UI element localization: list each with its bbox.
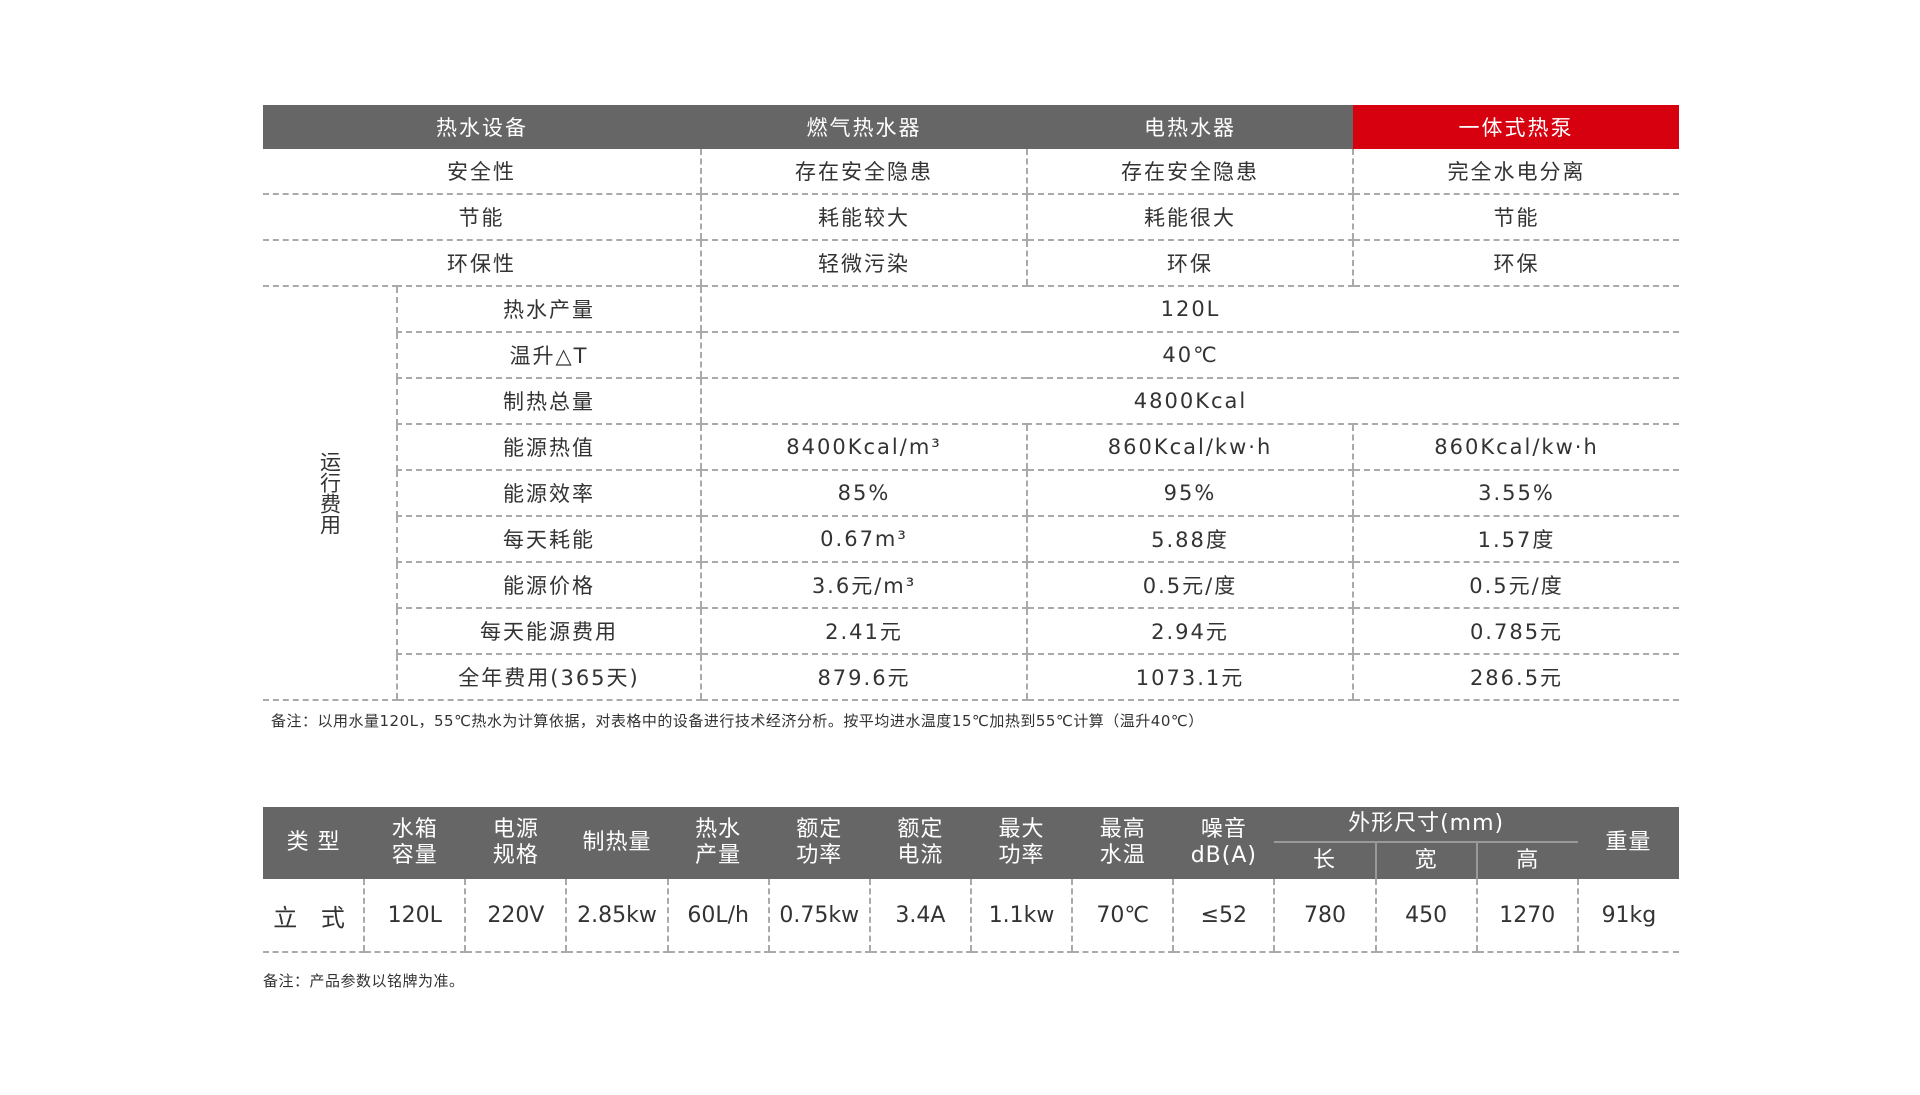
cell: ≤52 bbox=[1172, 879, 1275, 953]
row-label: 每天能源费用 bbox=[396, 608, 701, 655]
cell: 节能 bbox=[1352, 194, 1679, 241]
table-row: 能源热值 8400Kcal/m³ 860Kcal/kw·h 860Kcal/kw·h bbox=[263, 424, 1679, 471]
cell: 1.1kw bbox=[969, 879, 1073, 953]
spec-note: 备注：产品参数以铭牌为准。 bbox=[263, 972, 465, 990]
row-label: 制热总量 bbox=[396, 378, 701, 425]
cell: 2.41元 bbox=[700, 608, 1027, 655]
group-label-operating-cost: 运行费用 bbox=[263, 286, 397, 701]
spec-row: 立 式 120L 220V 2.85kw 60L/h 0.75kw 3.4A 1… bbox=[263, 879, 1679, 953]
cell: 120L bbox=[363, 879, 466, 953]
cell: 5.88度 bbox=[1026, 516, 1353, 563]
header-type: 类 型 bbox=[263, 807, 365, 879]
header-noise: 噪音 dB(A) bbox=[1173, 807, 1275, 879]
header-device: 热水设备 bbox=[263, 105, 701, 149]
table-row: 能源效率 85% 95% 3.55% bbox=[263, 470, 1679, 517]
spec-subheader-row: 长 宽 高 bbox=[263, 841, 1679, 879]
cell: 85% bbox=[700, 470, 1027, 517]
header-heat-pump: 一体式热泵 bbox=[1353, 105, 1679, 149]
cell: 1270 bbox=[1475, 879, 1578, 953]
table-row: 环保性 轻微污染 环保 环保 bbox=[263, 240, 1679, 287]
cell: 环保 bbox=[1352, 240, 1679, 287]
header-weight: 重量 bbox=[1577, 807, 1679, 879]
comparison-table: 热水设备 燃气热水器 电热水器 一体式热泵 安全性 存在安全隐患 存在安全隐患 完全水… bbox=[263, 105, 1679, 701]
table-row: 每天能源费用 2.41元 2.94元 0.785元 bbox=[263, 608, 1679, 655]
header-height: 高 bbox=[1475, 841, 1578, 879]
cell: 立 式 bbox=[263, 879, 365, 953]
cell: 860Kcal/kw·h bbox=[1026, 424, 1353, 471]
cell: 3.55% bbox=[1352, 470, 1679, 517]
cell: 0.5元/度 bbox=[1352, 562, 1679, 609]
header-electric-heater: 电热水器 bbox=[1027, 105, 1353, 149]
cell: 耗能很大 bbox=[1026, 194, 1353, 241]
table-row: 制热总量 4800Kcal bbox=[263, 378, 1679, 425]
cell: 780 bbox=[1273, 879, 1376, 953]
cell: 1.57度 bbox=[1352, 516, 1679, 563]
cell: 40℃ bbox=[700, 332, 1679, 379]
cell: 95% bbox=[1026, 470, 1353, 517]
cell: 860Kcal/kw·h bbox=[1352, 424, 1679, 471]
cell: 450 bbox=[1374, 879, 1477, 953]
table-row: 节能 耗能较大 耗能很大 节能 bbox=[263, 194, 1679, 241]
row-label: 全年费用(365天) bbox=[396, 654, 701, 701]
cell: 91kg bbox=[1576, 879, 1679, 953]
comparison-note: 备注：以用水量120L，55℃热水为计算依据，对表格中的设备进行技术经济分析。按… bbox=[271, 712, 1204, 730]
cell: 环保 bbox=[1026, 240, 1353, 287]
header-width: 宽 bbox=[1374, 841, 1477, 879]
spec-header-row: 类 型 水箱 容量 电源 规格 制热量 热水 产量 额定 功率 额定 电流 最大… bbox=[263, 807, 1679, 879]
header-length: 长 bbox=[1274, 841, 1376, 879]
row-label: 能源价格 bbox=[396, 562, 701, 609]
cell: 轻微污染 bbox=[700, 240, 1027, 287]
cell: 879.6元 bbox=[700, 654, 1027, 701]
row-label: 节能 bbox=[263, 194, 701, 241]
cell: 完全水电分离 bbox=[1352, 149, 1679, 195]
cell: 286.5元 bbox=[1352, 654, 1679, 701]
header-rated-power: 额定 功率 bbox=[768, 807, 870, 879]
row-label: 能源热值 bbox=[396, 424, 701, 471]
cell: 2.85kw bbox=[565, 879, 668, 953]
row-label: 环保性 bbox=[263, 240, 701, 287]
header-output: 热水 产量 bbox=[667, 807, 769, 879]
cell: 0.75kw bbox=[767, 879, 870, 953]
header-max-temp: 最高 水温 bbox=[1072, 807, 1174, 879]
cell: 8400Kcal/m³ bbox=[700, 424, 1027, 471]
header-gas-heater: 燃气热水器 bbox=[701, 105, 1027, 149]
table-row: 温升△T 40℃ bbox=[263, 332, 1679, 379]
cell: 存在安全隐患 bbox=[700, 149, 1027, 195]
header-heating: 制热量 bbox=[566, 807, 668, 879]
row-label: 安全性 bbox=[263, 149, 701, 195]
header-dimensions: 外形尺寸(mm) bbox=[1274, 807, 1578, 842]
row-label: 热水产量 bbox=[396, 286, 701, 333]
cell: 0.5元/度 bbox=[1026, 562, 1353, 609]
cell: 1073.1元 bbox=[1026, 654, 1353, 701]
table-row: 每天耗能 0.67m³ 5.88度 1.57度 bbox=[263, 516, 1679, 563]
row-label: 温升△T bbox=[396, 332, 701, 379]
table-row: 能源价格 3.6元/m³ 0.5元/度 0.5元/度 bbox=[263, 562, 1679, 609]
header-power-supply: 电源 规格 bbox=[465, 807, 567, 879]
cell: 220V bbox=[464, 879, 567, 953]
header-row: 热水设备 燃气热水器 电热水器 一体式热泵 bbox=[263, 105, 1679, 149]
row-label: 每天耗能 bbox=[396, 516, 701, 563]
cell: 0.67m³ bbox=[700, 516, 1027, 563]
table-row: 安全性 存在安全隐患 存在安全隐患 完全水电分离 bbox=[263, 149, 1679, 195]
cell: 耗能较大 bbox=[700, 194, 1027, 241]
cell: 120L bbox=[700, 286, 1679, 333]
cell: 3.6元/m³ bbox=[700, 562, 1027, 609]
header-rated-current: 额定 电流 bbox=[869, 807, 971, 879]
cell: 60L/h bbox=[666, 879, 769, 953]
header-max-power: 最大 功率 bbox=[970, 807, 1073, 879]
table-row: 运行费用 热水产量 120L bbox=[263, 286, 1679, 701]
cell: 70℃ bbox=[1071, 879, 1174, 953]
cell: 存在安全隐患 bbox=[1026, 149, 1353, 195]
cell: 2.94元 bbox=[1026, 608, 1353, 655]
cell: 4800Kcal bbox=[700, 378, 1679, 425]
cell: 0.785元 bbox=[1352, 608, 1679, 655]
spec-table: 类 型 水箱 容量 电源 规格 制热量 热水 产量 额定 功率 额定 电流 最大… bbox=[263, 807, 1679, 953]
header-tank: 水箱 容量 bbox=[364, 807, 466, 879]
cell: 3.4A bbox=[868, 879, 971, 953]
table-row: 全年费用(365天) 879.6元 1073.1元 286.5元 bbox=[263, 654, 1679, 701]
row-label: 能源效率 bbox=[396, 470, 701, 517]
